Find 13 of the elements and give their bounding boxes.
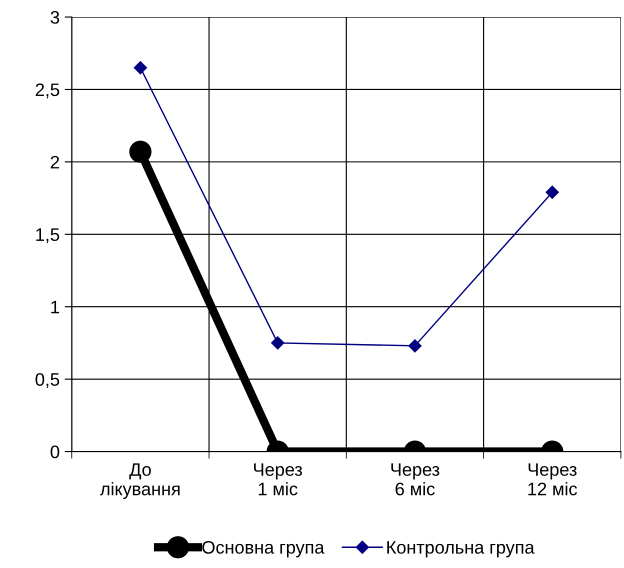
legend-label: Контрольна група xyxy=(387,541,535,558)
x-tick-label: Через 6 міс xyxy=(391,463,440,496)
y-tick-label: 1,5 xyxy=(36,228,60,244)
y-tick-label: 0 xyxy=(50,445,60,458)
y-tick-label: 2 xyxy=(50,156,60,168)
y-tick-label: 1 xyxy=(51,300,60,314)
y-tick-label: 0,5 xyxy=(36,373,60,388)
x-tick-label: Через 1 міс xyxy=(254,463,302,496)
x-tick-label: Через 12 міс xyxy=(528,463,578,496)
y-tick-label: 3 xyxy=(50,10,60,24)
y-tick-label: 2,5 xyxy=(36,83,60,98)
legend-label: Основна група xyxy=(202,540,324,558)
x-tick-label: До лікування xyxy=(100,463,180,499)
